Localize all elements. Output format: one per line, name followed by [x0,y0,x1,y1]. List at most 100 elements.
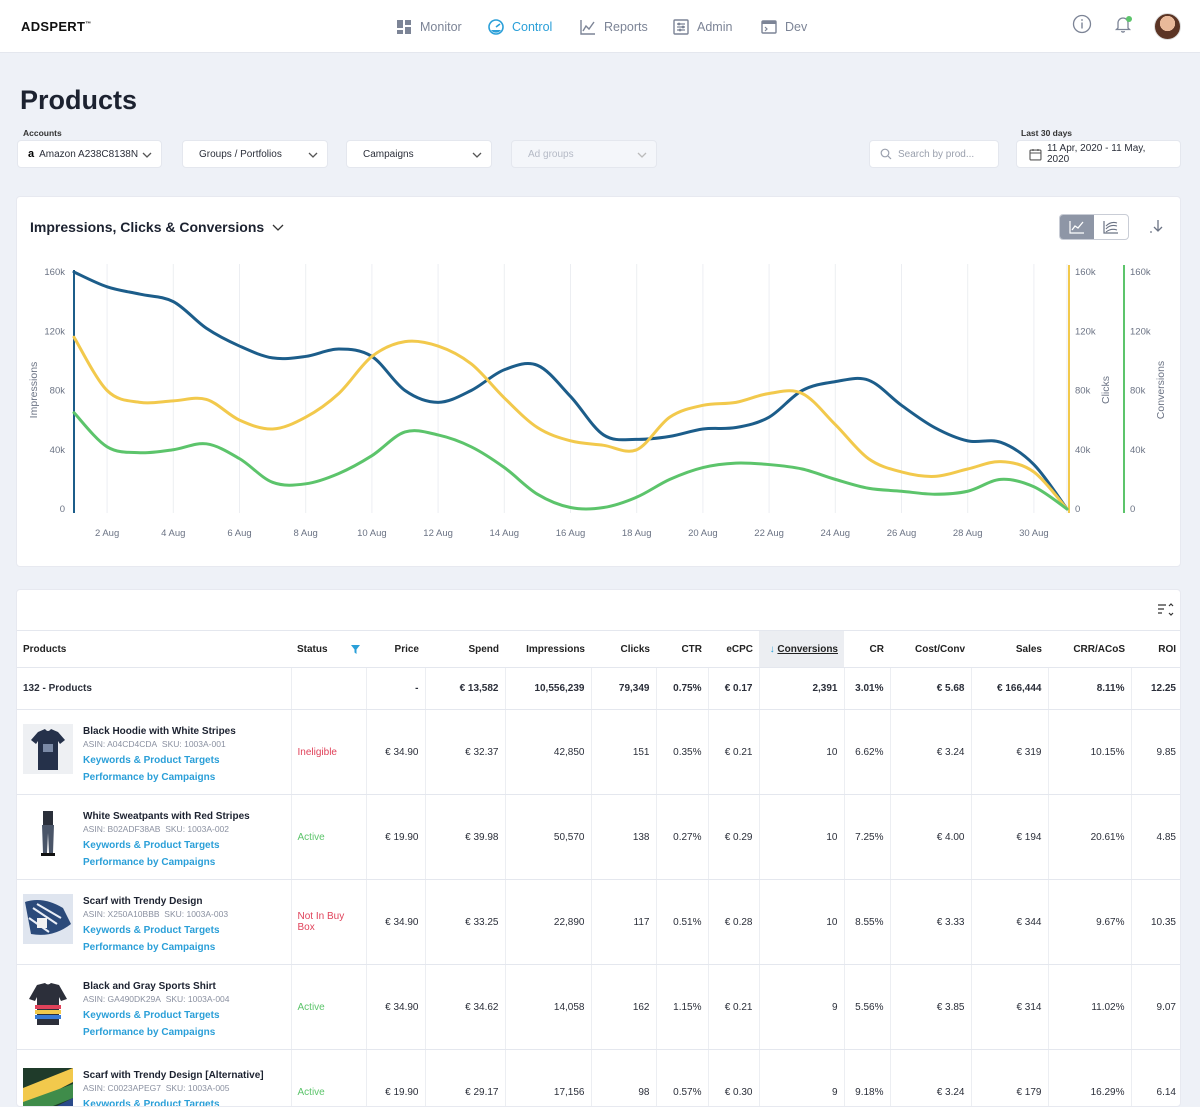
product-thumbnail[interactable] [23,893,73,944]
cell-conversions: 10 [759,879,845,965]
product-sku: SKU: 1003A-004 [165,993,230,1004]
nav-dev[interactable]: Dev [761,17,807,37]
product-thumbnail[interactable] [23,1068,73,1106]
keywords-product-targets-link[interactable]: Keywords & Product Targets [83,924,220,936]
product-thumbnail[interactable] [23,978,73,1029]
column-settings-icon[interactable] [1156,602,1174,618]
total-conversions: 2,391 [759,667,845,710]
adgroups-select-value: Ad groups [528,148,574,160]
column-header-conversions-label: Conversions [777,643,838,655]
account-select[interactable]: a Amazon A238C8138N [17,140,162,168]
column-header-conversions[interactable]: ↓ Conversions [759,630,844,668]
status-badge: Ineligible [291,709,367,795]
keywords-product-targets-link[interactable]: Keywords & Product Targets [83,754,220,766]
product-asin: ASIN: A04CD4CDA [83,738,158,749]
table-row[interactable]: Scarf with Trendy Design [Alternative] A… [17,1049,1180,1107]
nav-monitor[interactable]: Monitor [396,17,462,37]
cell-impressions: 42,850 [505,709,592,795]
line-view-button[interactable] [1060,215,1094,239]
column-header-cr[interactable]: CR [844,630,890,668]
column-header-cost-conv[interactable]: Cost/Conv [890,630,971,668]
product-cell: Black Hoodie with White Stripes ASIN: A0… [17,709,292,795]
column-header-price[interactable]: Price [366,630,425,668]
product-sku: SKU: 1003A-001 [161,738,226,749]
cell-impressions: 22,890 [505,879,592,965]
app-logo[interactable]: ADSPERT™ [21,19,92,34]
column-header-clicks[interactable]: Clicks [591,630,656,668]
column-header-products[interactable]: Products [17,630,291,668]
avatar[interactable] [1154,13,1181,40]
keywords-product-targets-link[interactable]: Keywords & Product Targets [83,839,220,851]
table-row[interactable]: White Sweatpants with Red Stripes ASIN: … [17,794,1180,880]
area-view-button[interactable] [1094,215,1128,239]
performance-by-campaigns-link[interactable]: Performance by Campaigns [83,1026,216,1038]
performance-by-campaigns-link[interactable]: Performance by Campaigns [83,771,216,783]
sliders-icon [673,19,689,35]
cell-acos: 9.67% [1048,879,1132,965]
groups-portfolios-select[interactable]: Groups / Portfolios [182,140,328,168]
total-sales: € 166,444 [971,667,1049,710]
cell-acos: 11.02% [1048,964,1132,1050]
chart-view-toggle [1059,214,1129,240]
page-title: Products [20,85,138,115]
cell-price: € 19.90 [366,1049,426,1106]
column-header-status[interactable]: Status [291,630,366,668]
cell-ecpc: € 0.21 [708,709,760,795]
keywords-product-targets-link[interactable]: Keywords & Product Targets [83,1099,220,1107]
product-search-input[interactable]: Search by prod... [869,140,999,168]
search-icon [880,148,892,160]
column-header-impressions[interactable]: Impressions [505,630,591,668]
filter-icon[interactable] [351,644,360,654]
cell-cr: 6.62% [844,709,891,795]
cell-roi: 9.85 [1131,709,1180,795]
chart-title[interactable]: Impressions, Clicks & Conversions [30,219,284,235]
product-name: Scarf with Trendy Design [Alternative] [83,1070,264,1081]
column-header-spend[interactable]: Spend [425,630,505,668]
performance-by-campaigns-link[interactable]: Performance by Campaigns [83,941,216,953]
nav-admin[interactable]: Admin [673,17,732,37]
cell-clicks: 117 [591,879,657,965]
product-thumbnail[interactable] [23,808,73,859]
performance-by-campaigns-link[interactable]: Performance by Campaigns [83,856,216,868]
keywords-product-targets-link[interactable]: Keywords & Product Targets [83,1009,220,1021]
product-cell: Scarf with Trendy Design ASIN: X250A10BB… [17,879,292,965]
cell-sales: € 179 [971,1049,1049,1106]
nav-control[interactable]: Control [488,17,552,37]
cell-sales: € 314 [971,964,1049,1050]
product-asin: ASIN: X250A10BBB [83,908,160,919]
total-cr: 3.01% [844,667,891,710]
column-header-roi[interactable]: ROI [1131,630,1180,668]
download-icon[interactable] [1148,219,1166,235]
table-row[interactable]: Scarf with Trendy Design ASIN: X250A10BB… [17,879,1180,965]
cell-roi: 6.14 [1131,1049,1180,1106]
status-badge: Not In Buy Box [291,879,367,965]
cell-conversions: 10 [759,794,845,880]
cell-spend: € 32.37 [425,709,506,795]
date-range-picker[interactable]: 11 Apr, 2020 - 11 May, 2020 [1016,140,1181,168]
column-header-sales[interactable]: Sales [971,630,1048,668]
table-row[interactable]: Black and Gray Sports Shirt ASIN: GA490D… [17,964,1180,1050]
column-header-ctr[interactable]: CTR [656,630,708,668]
info-icon[interactable] [1072,14,1092,34]
total-roi: 12.25 [1131,667,1180,710]
cell-ecpc: € 0.21 [708,964,760,1050]
cell-cr: 8.55% [844,879,891,965]
groups-select-value: Groups / Portfolios [199,148,282,160]
product-asin: ASIN: B02ADF38AB [83,823,161,834]
total-price: - [366,667,426,710]
cell-cr: 7.25% [844,794,891,880]
nav-reports[interactable]: Reports [580,17,648,37]
column-header-ecpc[interactable]: eCPC [708,630,759,668]
total-spend: € 13,582 [425,667,506,710]
column-header-crr-acos[interactable]: CRR/ACoS [1048,630,1131,668]
cell-ctr: 0.57% [656,1049,709,1106]
table-row[interactable]: Black Hoodie with White Stripes ASIN: A0… [17,709,1180,795]
campaigns-select[interactable]: Campaigns [346,140,492,168]
bell-icon[interactable] [1113,14,1133,34]
product-thumbnail[interactable] [23,723,73,774]
nav-dev-label: Dev [785,20,808,34]
ad-groups-select[interactable]: Ad groups [511,140,657,168]
chevron-down-icon [308,152,318,158]
cell-roi: 10.35 [1131,879,1180,965]
cell-ecpc: € 0.29 [708,794,760,880]
